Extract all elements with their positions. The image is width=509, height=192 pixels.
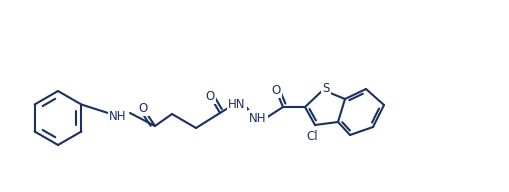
Text: HN: HN <box>228 98 245 112</box>
Text: NH: NH <box>249 112 266 124</box>
Text: S: S <box>322 83 329 95</box>
Text: O: O <box>138 102 147 114</box>
Text: NH: NH <box>109 111 127 123</box>
Text: Cl: Cl <box>305 129 317 142</box>
Text: O: O <box>205 89 214 103</box>
Text: O: O <box>271 84 280 97</box>
